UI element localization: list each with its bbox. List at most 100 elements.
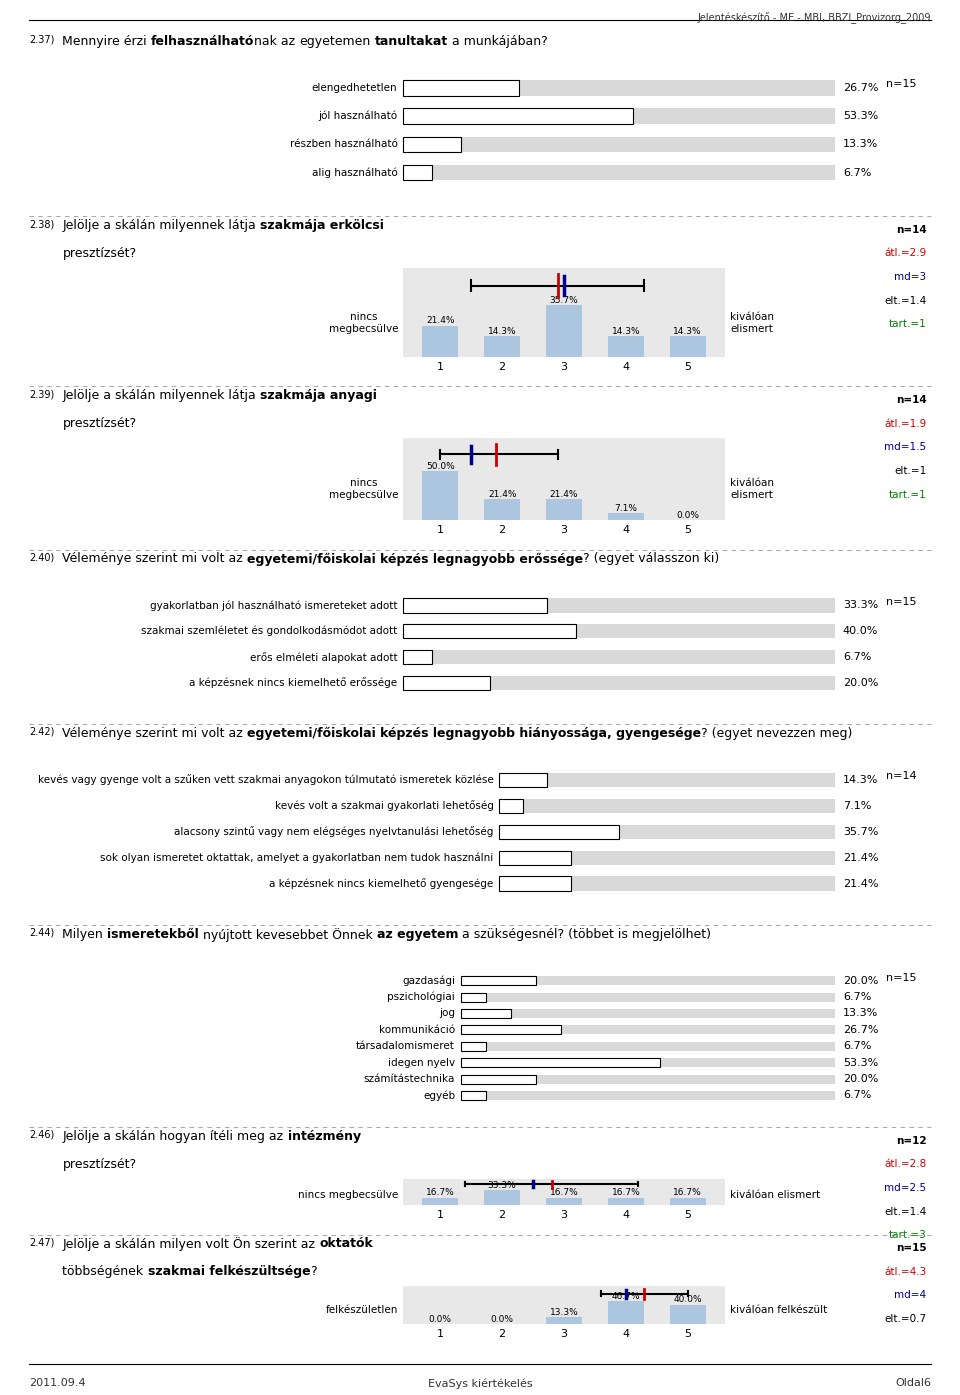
Text: 26.7%: 26.7%: [843, 1025, 878, 1035]
Text: Véleménye szerint mi volt az: Véleménye szerint mi volt az: [62, 727, 247, 739]
Text: 0.0%: 0.0%: [491, 1314, 514, 1324]
Text: többségének: többségének: [62, 1265, 148, 1278]
Text: elengedhetetlen: elengedhetetlen: [312, 82, 397, 93]
Text: elt.=1.4: elt.=1.4: [884, 1207, 926, 1216]
Text: n=15: n=15: [896, 1243, 926, 1253]
Text: Jelölje a skálán milyennek látja: Jelölje a skálán milyennek látja: [62, 219, 260, 232]
Bar: [670, 1304, 706, 1324]
Bar: [670, 336, 706, 357]
Text: 16.7%: 16.7%: [426, 1189, 455, 1197]
Text: 2.42): 2.42): [29, 727, 54, 737]
Text: 16.7%: 16.7%: [550, 1189, 578, 1197]
Bar: [484, 1190, 520, 1205]
Text: 20.0%: 20.0%: [843, 678, 878, 688]
Text: Milyen: Milyen: [62, 928, 108, 940]
Text: Jelentéskészítő - ME - MBI, BBZI_Provizorg_2009: Jelentéskészítő - ME - MBI, BBZI_Provizo…: [698, 13, 931, 25]
Text: gyakorlatban jól használható ismereteket adott: gyakorlatban jól használható ismereteket…: [150, 600, 397, 611]
Text: egyéb: egyéb: [423, 1089, 455, 1101]
Text: 16.7%: 16.7%: [673, 1189, 702, 1197]
Text: a képzésnek nincs kiemelhető gyengesége: a képzésnek nincs kiemelhető gyengesége: [269, 877, 493, 889]
Text: kiválóan
elismert: kiválóan elismert: [730, 312, 774, 333]
Text: 53.3%: 53.3%: [843, 112, 878, 121]
Text: a képzésnek nincs kiemelhető erőssége: a képzésnek nincs kiemelhető erőssége: [189, 678, 397, 688]
Text: 6.7%: 6.7%: [843, 1041, 872, 1052]
Text: 20.0%: 20.0%: [843, 1074, 878, 1084]
Text: 6.7%: 6.7%: [843, 992, 872, 1002]
Text: nyújtott kevesebbet Önnek: nyújtott kevesebbet Önnek: [199, 928, 376, 942]
Text: egyetemi/főiskolai képzés legnagyobb hiányossága, gyengesége: egyetemi/főiskolai képzés legnagyobb hiá…: [247, 727, 701, 739]
Text: 0.0%: 0.0%: [429, 1314, 452, 1324]
Text: szakmája anyagi: szakmája anyagi: [260, 389, 377, 402]
Text: 13.3%: 13.3%: [843, 1009, 878, 1018]
Text: alacsony szintű vagy nem elégséges nyelvtanulási lehetőség: alacsony szintű vagy nem elégséges nyelv…: [174, 826, 493, 837]
Text: kiválóan felkészült: kiválóan felkészült: [730, 1304, 827, 1314]
Text: kevés vagy gyenge volt a szűken vett szakmai anyagokon túlmutató ismeretek közlé: kevés vagy gyenge volt a szűken vett sza…: [37, 774, 493, 785]
Text: 6.7%: 6.7%: [843, 1091, 872, 1101]
Text: 2.47): 2.47): [29, 1237, 54, 1247]
Text: 13.3%: 13.3%: [550, 1309, 578, 1317]
Text: EvaSys kiértékelés: EvaSys kiértékelés: [428, 1378, 532, 1389]
Text: 50.0%: 50.0%: [426, 462, 455, 470]
Text: 7.1%: 7.1%: [843, 801, 872, 810]
Text: 26.7%: 26.7%: [843, 82, 878, 93]
Text: Jelölje a skálán hogyan ítéli meg az: Jelölje a skálán hogyan ítéli meg az: [62, 1130, 288, 1143]
Text: Véleménye szerint mi volt az: Véleménye szerint mi volt az: [62, 552, 247, 565]
Text: Oldal6: Oldal6: [895, 1378, 931, 1388]
Text: 2.39): 2.39): [29, 389, 54, 399]
Text: intézmény: intézmény: [288, 1130, 361, 1143]
Bar: [546, 499, 582, 520]
Text: 14.3%: 14.3%: [488, 326, 516, 336]
Text: 40.0%: 40.0%: [843, 626, 878, 636]
Text: md=1.5: md=1.5: [884, 442, 926, 452]
Text: elt.=0.7: elt.=0.7: [884, 1314, 926, 1324]
Text: nak az: nak az: [254, 35, 300, 47]
Text: szakmája erkölcsi: szakmája erkölcsi: [260, 219, 384, 232]
Text: 2.40): 2.40): [29, 552, 54, 562]
Text: 20.0%: 20.0%: [843, 975, 878, 986]
Text: 21.4%: 21.4%: [488, 490, 516, 499]
Text: átl.=4.3: átl.=4.3: [884, 1267, 926, 1276]
Text: jog: jog: [439, 1009, 455, 1018]
Text: 33.3%: 33.3%: [843, 600, 878, 611]
Bar: [608, 1302, 644, 1324]
Text: presztízsét?: presztízsét?: [62, 417, 136, 430]
Text: 35.7%: 35.7%: [550, 296, 578, 304]
Text: részben használható: részben használható: [290, 140, 397, 149]
Text: 46.7%: 46.7%: [612, 1292, 640, 1302]
Text: elt.=1.4: elt.=1.4: [884, 296, 926, 306]
Text: egyetemen: egyetemen: [300, 35, 371, 47]
Text: kiválóan elismert: kiválóan elismert: [730, 1190, 820, 1200]
Text: felhasználható: felhasználható: [151, 35, 254, 47]
Text: presztízsét?: presztízsét?: [62, 247, 136, 259]
Text: 14.3%: 14.3%: [843, 774, 878, 785]
Text: nincs
megbecsülve: nincs megbecsülve: [329, 478, 398, 499]
Text: n=14: n=14: [896, 225, 926, 234]
Text: átl.=2.8: átl.=2.8: [884, 1159, 926, 1169]
Text: kevés volt a szakmai gyakorlati lehetőség: kevés volt a szakmai gyakorlati lehetősé…: [275, 801, 493, 812]
Text: 21.4%: 21.4%: [426, 317, 454, 325]
Text: 6.7%: 6.7%: [843, 651, 872, 663]
Bar: [484, 499, 520, 520]
Text: n=15: n=15: [886, 78, 917, 89]
Text: 2.38): 2.38): [29, 219, 54, 229]
Text: 7.1%: 7.1%: [614, 504, 637, 513]
Text: n=15: n=15: [886, 974, 917, 983]
Text: 2.46): 2.46): [29, 1130, 54, 1140]
Text: ? (egyet válasszon ki): ? (egyet válasszon ki): [584, 552, 720, 565]
Bar: [608, 336, 644, 357]
Text: szakmai felkészültsége: szakmai felkészültsége: [148, 1265, 310, 1278]
Text: a munkájában?: a munkájában?: [448, 35, 548, 47]
Text: Jelölje a skálán milyen volt Ön szerint az: Jelölje a skálán milyen volt Ön szerint …: [62, 1237, 320, 1251]
Text: 14.3%: 14.3%: [612, 326, 640, 336]
Text: 35.7%: 35.7%: [843, 827, 878, 837]
Text: tart.=1: tart.=1: [889, 490, 926, 499]
Text: md=2.5: md=2.5: [884, 1183, 926, 1193]
Bar: [546, 1197, 582, 1205]
Text: sok olyan ismeretet oktattak, amelyet a gyakorlatban nem tudok használni: sok olyan ismeretet oktattak, amelyet a …: [100, 852, 493, 864]
Text: 21.4%: 21.4%: [550, 490, 578, 499]
Text: elt.=1: elt.=1: [894, 466, 926, 476]
Text: 13.3%: 13.3%: [843, 140, 878, 149]
Text: md=3: md=3: [895, 272, 926, 282]
Bar: [422, 326, 458, 357]
Bar: [608, 513, 644, 520]
